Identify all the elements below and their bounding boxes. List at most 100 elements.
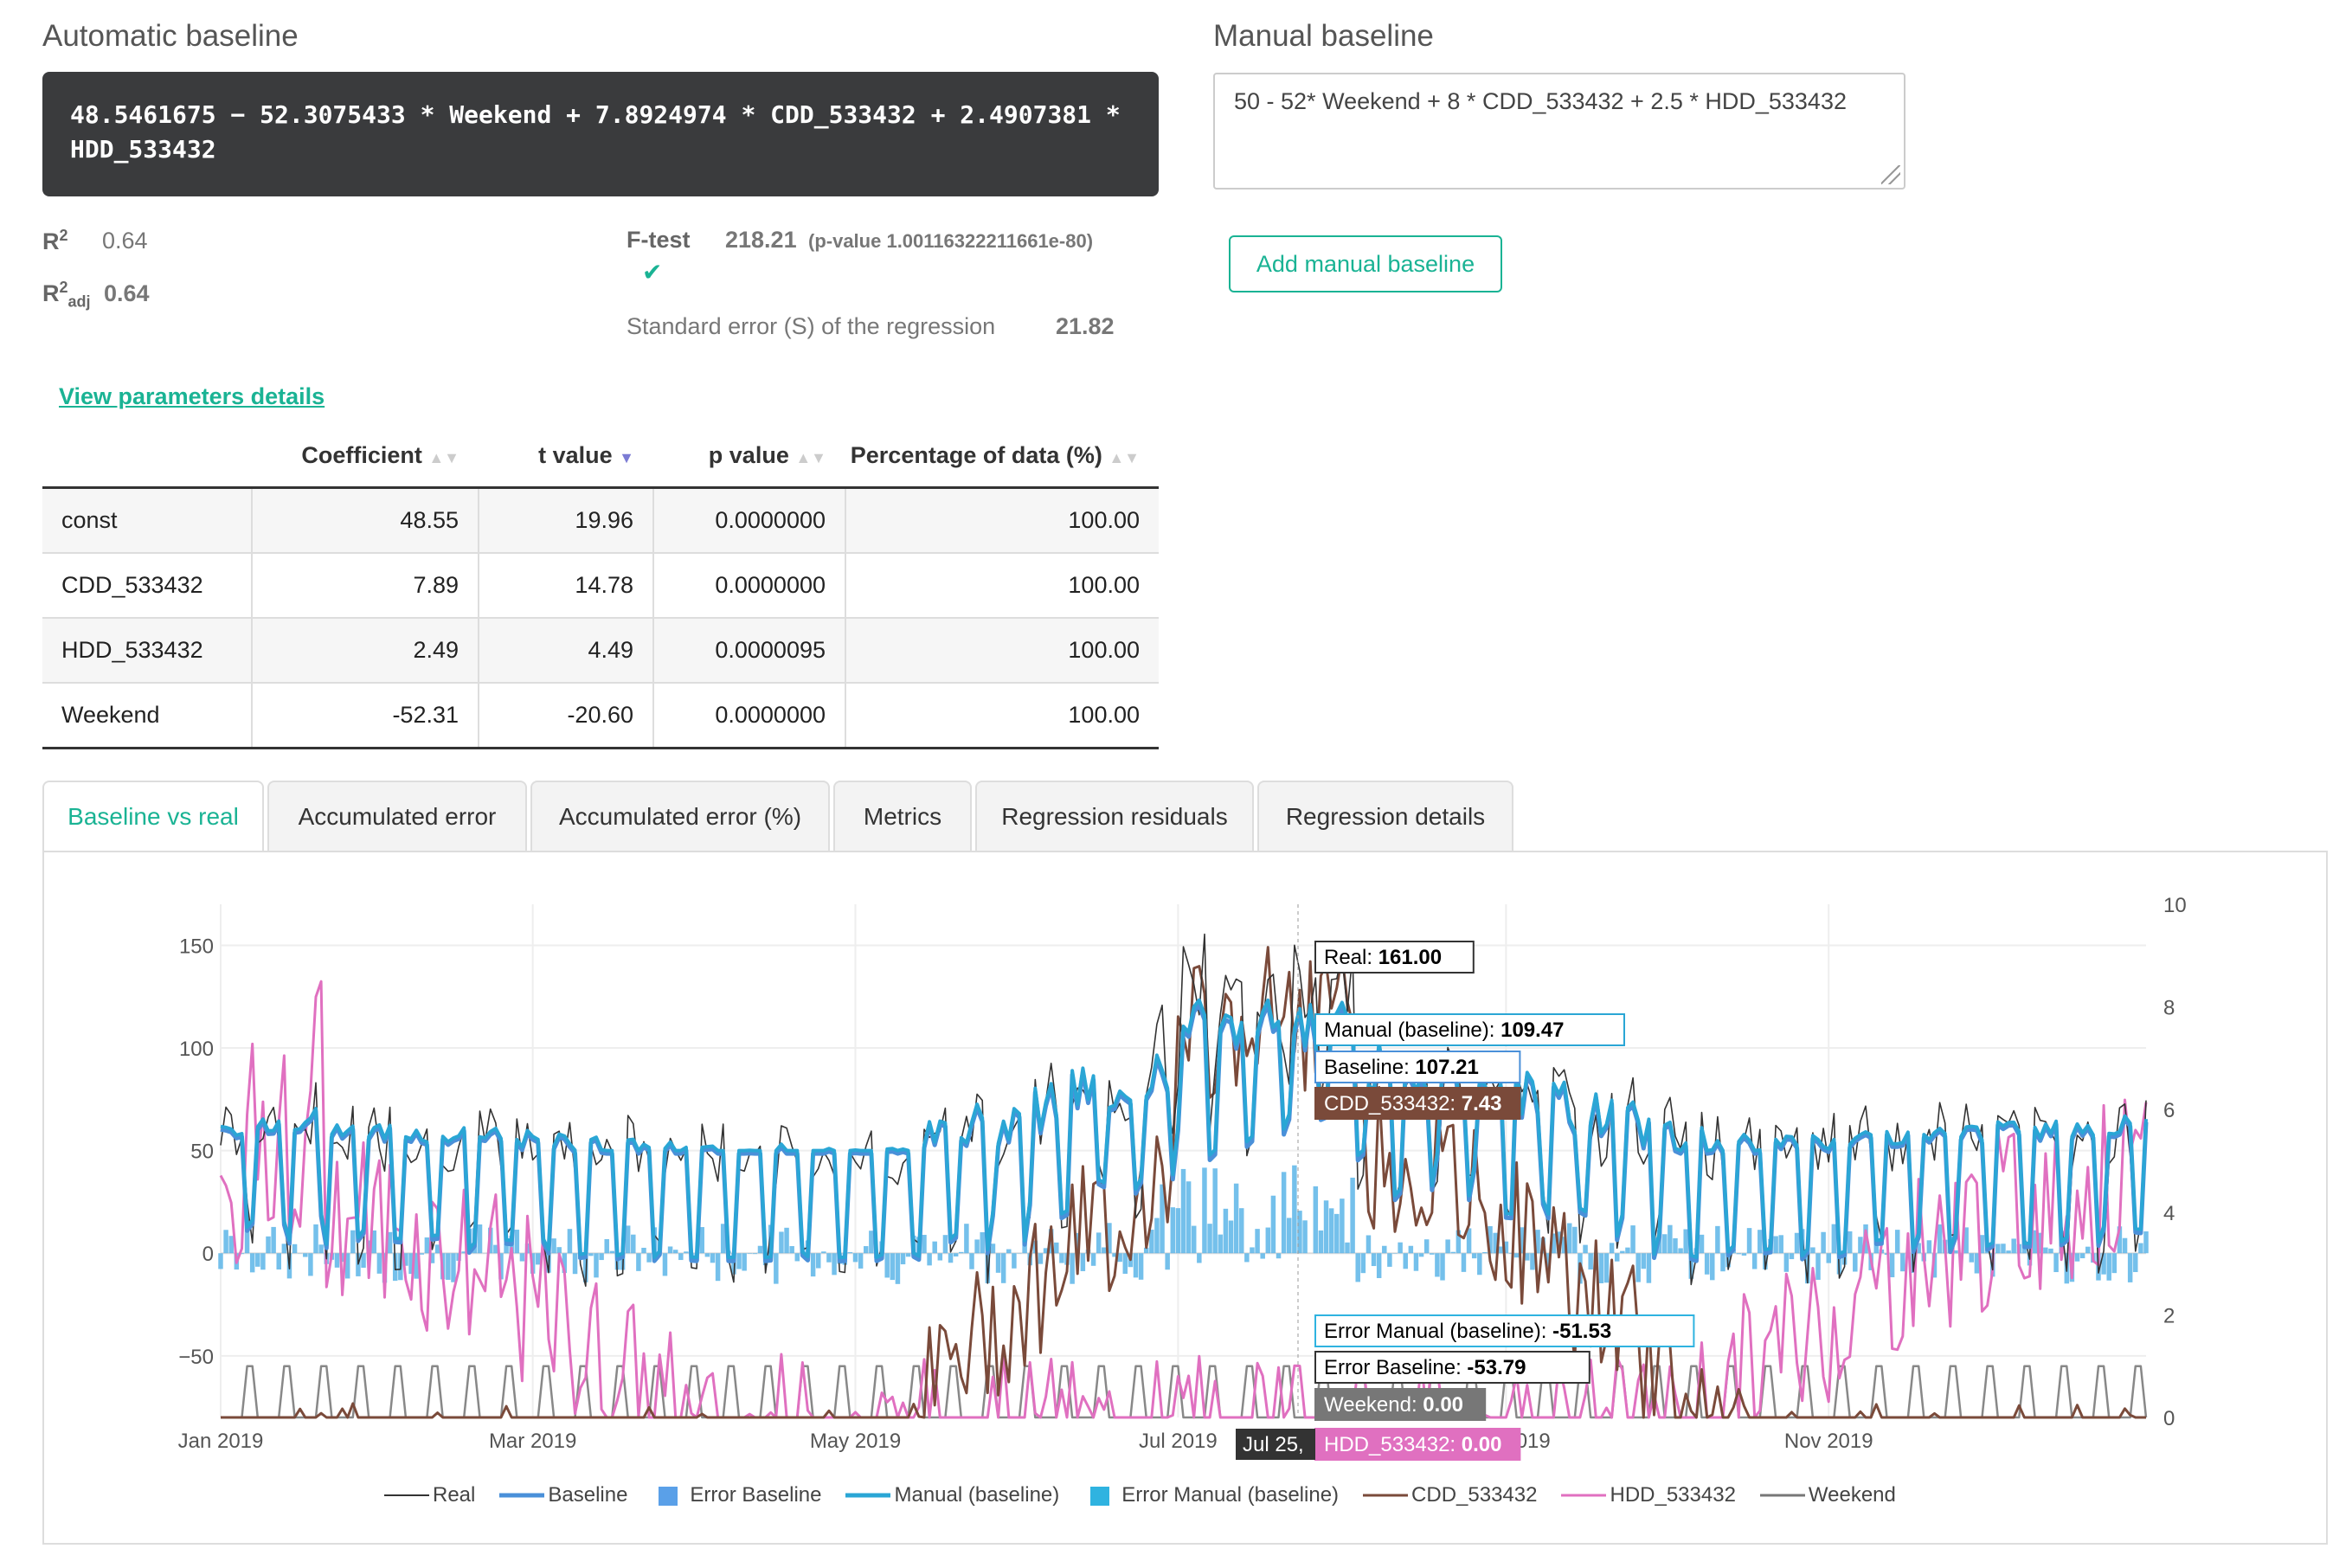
tooltip-value: 7.43: [1462, 1092, 1502, 1115]
error-bar: [1382, 1245, 1387, 1254]
error-bar: [969, 1253, 974, 1269]
table-row: HDD_533432 2.49 4.49 0.0000095 100.00: [42, 618, 1159, 684]
error-bar: [1323, 1200, 1329, 1254]
error-bar: [672, 1250, 678, 1254]
legend-item-error-manual[interactable]: Error Manual (baseline): [1080, 1483, 1339, 1507]
error-bar: [990, 1243, 996, 1254]
error-bar: [1530, 1253, 1535, 1270]
tab-metrics[interactable]: Metrics: [833, 781, 972, 852]
se-value: 21.82: [1056, 313, 1115, 339]
error-bar: [1133, 1253, 1139, 1278]
tooltip-hdd: HDD_533432: 0.00: [1314, 1428, 1521, 1461]
manual-formula-textarea[interactable]: 50 - 52* Weekend + 8 * CDD_533432 + 2.5 …: [1213, 73, 1905, 190]
error-bar: [1974, 1253, 1980, 1274]
error-bar: [678, 1253, 684, 1261]
error-bar: [847, 1252, 853, 1254]
table-cell: -52.31: [252, 683, 479, 749]
add-manual-baseline-button[interactable]: Add manual baseline: [1229, 235, 1502, 292]
error-bar: [2133, 1253, 2138, 1273]
error-bar: [1810, 1247, 1815, 1254]
error-bar: [1302, 1220, 1308, 1254]
error-bar: [1783, 1253, 1790, 1272]
chart-legend: Real Baseline Error Baseline Manual (bas…: [381, 1483, 1917, 1507]
error-bar: [789, 1246, 794, 1254]
error-bar: [826, 1253, 832, 1263]
legend-item-baseline[interactable]: Baseline: [499, 1483, 628, 1507]
error-bar: [1250, 1247, 1255, 1254]
error-bar: [2043, 1247, 2048, 1254]
error-bar: [1699, 1234, 1705, 1254]
error-bar: [493, 1244, 498, 1254]
error-bar: [1170, 1207, 1176, 1254]
error-bar: [1953, 1250, 1958, 1254]
error-bar: [1228, 1220, 1234, 1254]
y-right-tick-label: 4: [2163, 1202, 2175, 1225]
error-bar: [1561, 1237, 1567, 1254]
table-row: CDD_533432 7.89 14.78 0.0000000 100.00: [42, 553, 1159, 619]
error-bar: [1630, 1225, 1635, 1254]
legend-item-weekend[interactable]: Weekend: [1759, 1483, 1896, 1507]
error-bar: [646, 1253, 652, 1263]
error-bar: [1566, 1223, 1572, 1254]
error-bar: [1022, 1240, 1027, 1254]
error-bar: [1456, 1230, 1462, 1254]
legend-item-manual[interactable]: Manual (baseline): [845, 1483, 1060, 1507]
error-bar: [964, 1224, 969, 1254]
error-bar: [1038, 1253, 1044, 1264]
error-bar: [461, 1251, 466, 1254]
manual-formula-text: 50 - 52* Weekend + 8 * CDD_533432 + 2.5 …: [1234, 88, 1847, 114]
col-header-pvalue[interactable]: p value ▲▼: [653, 424, 845, 489]
error-bar: [1736, 1253, 1742, 1255]
col-header-coefficient[interactable]: Coefficient ▲▼: [252, 424, 479, 489]
y-right-tick-label: 2: [2163, 1304, 2175, 1327]
ftest-value: 218.21: [725, 227, 797, 253]
error-bar: [641, 1247, 646, 1254]
sort-icon[interactable]: ▲▼: [795, 448, 826, 466]
hdd-line: [219, 980, 2148, 1419]
tooltip-cdd: CDD_533432: 7.43: [1314, 1087, 1521, 1120]
tooltip-label: CDD_533432: 7.43: [1324, 1092, 1501, 1115]
col-header-percentage[interactable]: Percentage of data (%) ▲▼: [845, 424, 1159, 489]
legend-item-cdd[interactable]: CDD_533432: [1363, 1483, 1538, 1507]
legend-item-error-baseline[interactable]: Error Baseline: [648, 1483, 821, 1507]
legend-item-real[interactable]: Real: [384, 1483, 476, 1507]
tooltip-box: [1314, 1087, 1521, 1120]
error-bar: [344, 1253, 350, 1279]
tooltip-manual: Manual (baseline): 109.47: [1314, 1013, 1625, 1046]
resize-handle-icon[interactable]: [1881, 165, 1900, 184]
error-bar: [2048, 1248, 2053, 1254]
table-cell: 100.00: [845, 683, 1159, 749]
error-bar: [266, 1236, 271, 1254]
error-bar: [1471, 1253, 1477, 1259]
tab-accumulated-error[interactable]: Accumulated error: [267, 781, 527, 852]
x-tick-label: Nov 2019: [1784, 1430, 1873, 1453]
auto-formula: 48.5461675 − 52.3075433 * Weekend + 7.89…: [42, 72, 1159, 196]
sort-desc-icon[interactable]: ▼: [619, 448, 634, 466]
tooltip-value: 107.21: [1415, 1056, 1478, 1079]
error-bar: [1826, 1253, 1831, 1263]
r2-label: R2: [42, 227, 68, 254]
error-bar: [1403, 1253, 1408, 1269]
legend-item-hdd[interactable]: HDD_533432: [1561, 1483, 1736, 1507]
y-left-tick-label: 0: [202, 1243, 214, 1266]
tab-accumulated-error-pct[interactable]: Accumulated error (%): [530, 781, 830, 852]
x-tick-label: May 2019: [810, 1430, 901, 1453]
error-bar: [890, 1253, 896, 1281]
col-header-tvalue[interactable]: t value ▼: [479, 424, 653, 489]
sort-icon[interactable]: ▲▼: [428, 448, 459, 466]
error-bar: [1995, 1243, 2001, 1254]
error-bar: [1815, 1253, 1821, 1280]
error-bar: [1281, 1172, 1287, 1254]
view-parameters-link[interactable]: View parameters details: [59, 383, 325, 409]
error-bar: [1831, 1224, 1837, 1254]
error-bar: [271, 1226, 276, 1254]
sort-icon[interactable]: ▲▼: [1109, 448, 1140, 466]
col-header-name: [42, 424, 252, 489]
tooltip-label: Error Baseline: -53.79: [1324, 1356, 1526, 1379]
tab-regression-residuals[interactable]: Regression residuals: [975, 781, 1254, 852]
error-bar: [1704, 1253, 1710, 1275]
y-right-tick-label: 10: [2163, 894, 2187, 917]
error-bar: [1847, 1231, 1853, 1254]
error-bar: [1979, 1235, 1985, 1254]
